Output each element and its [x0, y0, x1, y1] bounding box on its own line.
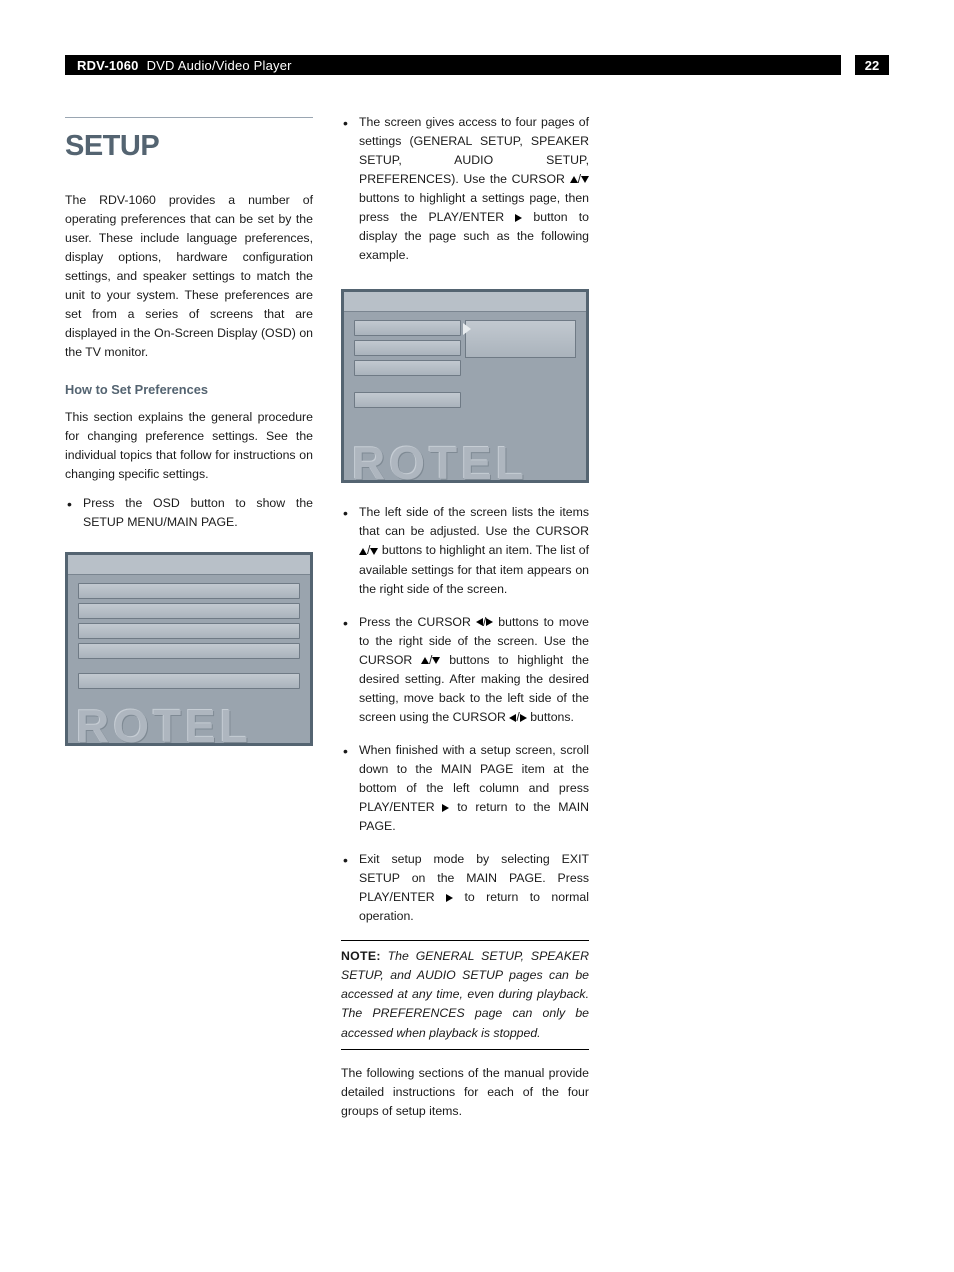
content-columns: SETUP The RDV-1060 provides a number of …	[65, 113, 889, 1121]
text: The screen gives access to four pages of…	[359, 115, 589, 186]
osd-screenshot-2: ROTEL	[341, 289, 589, 483]
bullet-finished: When finished with a setup screen, scrol…	[341, 741, 589, 836]
text: The left side of the screen lists the it…	[359, 505, 589, 538]
bullet-osd: Press the OSD button to show the SETUP M…	[65, 494, 313, 532]
closing-paragraph: The following sections of the manual pro…	[341, 1064, 589, 1121]
bullet-screen-access: The screen gives access to four pages of…	[341, 113, 589, 265]
cursor-up-down-icon: /	[421, 653, 440, 667]
bullet-press-cursor: Press the CURSOR / buttons to move to th…	[341, 613, 589, 727]
header-gap	[841, 55, 855, 75]
osd-row	[78, 583, 300, 599]
bullet-left-side: The left side of the screen lists the it…	[341, 503, 589, 598]
osd-brand-text: ROTEL	[352, 440, 578, 483]
osd-row	[354, 340, 461, 356]
how-to-heading: How to Set Preferences	[65, 380, 313, 400]
text: buttons.	[527, 710, 574, 724]
osd-tabs	[68, 555, 310, 575]
cursor-left-right-icon: /	[509, 710, 526, 724]
column-3	[617, 113, 865, 1121]
osd-tabs	[344, 292, 586, 312]
bullet-list-1: Press the OSD button to show the SETUP M…	[65, 494, 313, 532]
page: RDV-1060 DVD Audio/Video Player 22 SETUP…	[0, 0, 954, 1121]
cursor-left-right-icon: /	[476, 615, 493, 629]
header-title: DVD Audio/Video Player	[147, 58, 292, 73]
text: Press the CURSOR	[359, 615, 476, 629]
note-block: NOTE: The GENERAL SETUP, SPEAKER SETUP, …	[341, 940, 589, 1049]
bullet-list-2a: The screen gives access to four pages of…	[341, 113, 589, 265]
header-model: RDV-1060	[77, 58, 139, 73]
osd-right-box	[465, 320, 576, 358]
header-bar: RDV-1060 DVD Audio/Video Player 22	[65, 55, 889, 75]
intro-paragraph: The RDV-1060 provides a number of operat…	[65, 191, 313, 362]
cursor-up-down-icon: /	[359, 543, 378, 557]
osd-row	[78, 673, 300, 689]
bullet-list-2b: The left side of the screen lists the it…	[341, 503, 589, 926]
cursor-up-down-icon: /	[570, 172, 589, 186]
note-label: NOTE:	[341, 949, 381, 963]
osd-row	[354, 320, 461, 336]
osd-row	[354, 360, 461, 376]
header-main: RDV-1060 DVD Audio/Video Player	[65, 55, 841, 75]
osd-row	[354, 392, 461, 408]
setup-heading: SETUP	[65, 117, 313, 169]
header-page-number: 22	[855, 55, 889, 75]
osd-screenshot-1: ROTEL	[65, 552, 313, 746]
column-1: SETUP The RDV-1060 provides a number of …	[65, 113, 313, 1121]
play-icon	[446, 894, 453, 902]
osd-row	[78, 603, 300, 619]
osd-row	[78, 623, 300, 639]
osd-body	[68, 575, 310, 705]
text: buttons to highlight an item. The list o…	[359, 543, 589, 595]
bullet-exit: Exit setup mode by selecting EXIT SETUP …	[341, 850, 589, 926]
osd-brand-text: ROTEL	[76, 703, 302, 746]
how-intro-paragraph: This section explains the general proced…	[65, 408, 313, 484]
column-2: The screen gives access to four pages of…	[341, 113, 589, 1121]
play-triangle-icon	[463, 323, 471, 335]
osd-row	[78, 643, 300, 659]
osd-body	[344, 312, 586, 442]
